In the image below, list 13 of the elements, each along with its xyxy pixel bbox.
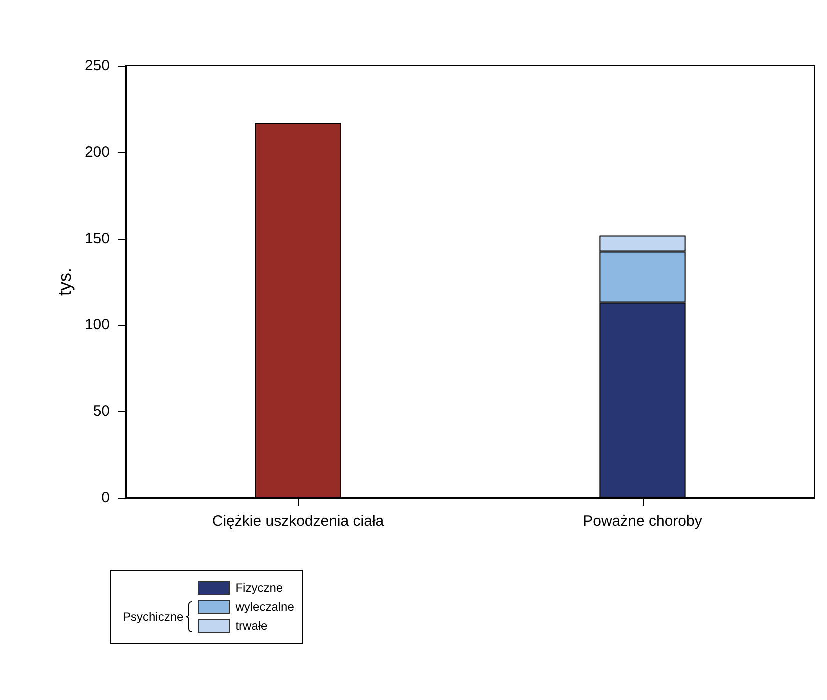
x-tick-label: Ciężkie uszkodzenia ciała <box>212 513 385 530</box>
y-axis-title: tys. <box>55 268 75 296</box>
legend-label: wyleczalne <box>236 600 294 614</box>
y-tick-label: 250 <box>84 58 110 74</box>
y-tick-label: 100 <box>84 316 110 334</box>
y-tick-label: 200 <box>84 144 110 161</box>
text: Psychiczne <box>123 610 184 624</box>
legend-label: trwałe <box>236 619 268 633</box>
y-tick-label: 150 <box>84 230 110 248</box>
x-tick-label: Poważne choroby <box>583 513 703 530</box>
y-tick-label: 50 <box>93 403 110 420</box>
y-tick-label: 0 <box>102 490 110 506</box>
legend-label: Fizyczne <box>236 581 284 595</box>
